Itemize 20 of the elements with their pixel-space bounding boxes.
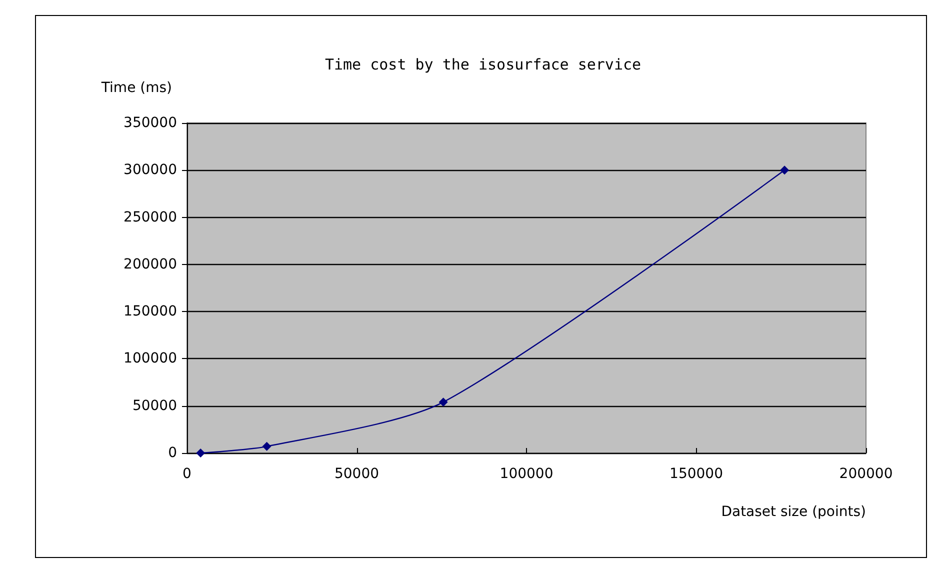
y-tick-label: 100000 bbox=[124, 350, 177, 367]
y-tick-label: 300000 bbox=[124, 162, 177, 178]
y-tick-label: 0 bbox=[168, 445, 177, 461]
point bbox=[438, 398, 448, 407]
y-axis-title: Time (ms) bbox=[100, 80, 172, 96]
y-tick-label: 150000 bbox=[124, 304, 177, 320]
y-tick-label: 350000 bbox=[124, 115, 177, 131]
point bbox=[262, 442, 272, 451]
chart-title: Time cost by the isosurface service bbox=[324, 56, 642, 74]
x-tick-label: 100000 bbox=[500, 466, 554, 482]
x-axis-title: Dataset size (points) bbox=[721, 504, 866, 520]
point bbox=[196, 448, 206, 458]
point bbox=[780, 166, 790, 175]
y-tick-label: 250000 bbox=[124, 209, 177, 226]
x-tick-label: 0 bbox=[182, 466, 192, 482]
y-tick-label: 50000 bbox=[132, 398, 177, 414]
x-tick-label: 150000 bbox=[670, 466, 723, 482]
x-tick-label: 50000 bbox=[334, 466, 380, 482]
y-tick-label: 200000 bbox=[124, 256, 177, 272]
x-tick-label: 200000 bbox=[839, 466, 893, 482]
